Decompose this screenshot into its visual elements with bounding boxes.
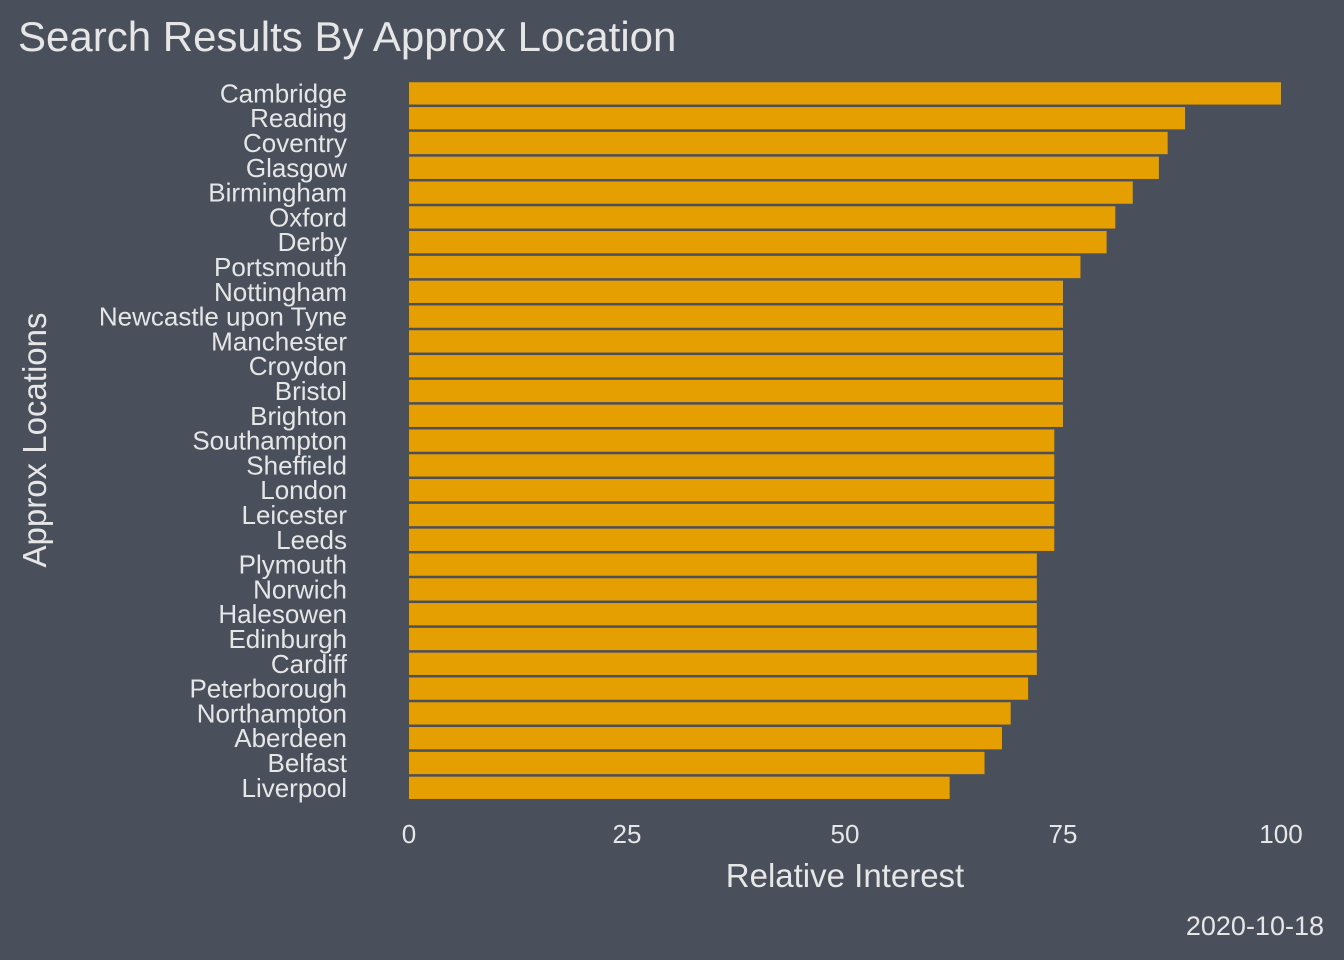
bar xyxy=(409,776,950,799)
y-tick-label: Oxford xyxy=(269,202,347,232)
y-tick-label: Leeds xyxy=(276,525,347,555)
chart-title: Search Results By Approx Location xyxy=(18,13,676,60)
bar xyxy=(409,107,1186,130)
bar xyxy=(409,454,1055,477)
bar xyxy=(409,751,985,775)
y-tick-label: Birmingham xyxy=(208,178,347,208)
y-tick-label: Nottingham xyxy=(214,277,347,307)
bar xyxy=(409,503,1055,527)
bar xyxy=(409,255,1081,279)
y-axis-label: Approx Locations xyxy=(16,313,53,568)
bar xyxy=(409,280,1063,303)
bar xyxy=(409,206,1116,229)
x-tick-label: 100 xyxy=(1259,819,1302,849)
x-tick-label: 50 xyxy=(831,819,860,849)
y-tick-label: Newcastle upon Tyne xyxy=(99,302,347,332)
bar xyxy=(409,702,1011,725)
y-tick-label: Portsmouth xyxy=(214,252,347,282)
x-tick-label: 75 xyxy=(1049,819,1078,849)
bar xyxy=(409,652,1037,675)
chart-caption: 2020-10-18 xyxy=(1186,911,1324,941)
bar xyxy=(409,231,1107,254)
y-tick-label: Belfast xyxy=(268,748,348,778)
bar xyxy=(409,330,1063,353)
bar xyxy=(409,156,1159,179)
bar xyxy=(409,578,1037,601)
bar xyxy=(409,355,1063,378)
bar xyxy=(409,479,1055,502)
bar xyxy=(409,181,1133,204)
y-tick-label: Derby xyxy=(278,227,347,257)
y-tick-label: Norwich xyxy=(253,574,347,604)
y-tick-label: Sheffield xyxy=(246,450,347,480)
y-tick-label: Halesowen xyxy=(218,599,347,629)
y-tick-label: Cardiff xyxy=(271,649,348,679)
y-tick-label: Manchester xyxy=(211,326,347,356)
y-tick-label: London xyxy=(260,475,347,505)
x-tick-label: 25 xyxy=(613,819,642,849)
y-tick-label: Liverpool xyxy=(241,773,347,803)
bar xyxy=(409,131,1168,155)
x-tick-labels: 0 25 50 75 100 xyxy=(402,819,1303,849)
bar xyxy=(409,603,1037,626)
y-tick-labels: CambridgeReadingCoventryGlasgowBirmingha… xyxy=(99,78,348,802)
bar xyxy=(409,727,1002,750)
y-tick-label: Brighton xyxy=(250,401,347,431)
y-tick-label: Croydon xyxy=(249,351,347,381)
bar xyxy=(409,305,1063,328)
y-tick-label: Reading xyxy=(250,103,347,133)
bar xyxy=(409,82,1281,105)
y-tick-label: Northampton xyxy=(197,698,347,728)
bar xyxy=(409,553,1037,576)
bar xyxy=(409,404,1063,427)
bars-group xyxy=(409,82,1281,799)
y-tick-label: Cambridge xyxy=(220,78,347,108)
y-tick-label: Southampton xyxy=(192,426,347,456)
x-axis-label: Relative Interest xyxy=(726,857,964,894)
y-tick-label: Bristol xyxy=(275,376,347,406)
y-tick-label: Glasgow xyxy=(246,153,347,183)
bar xyxy=(409,379,1063,403)
y-tick-label: Plymouth xyxy=(239,550,347,580)
y-tick-label: Leicester xyxy=(242,500,348,530)
bar xyxy=(409,677,1029,700)
y-tick-label: Edinburgh xyxy=(228,624,347,654)
bar xyxy=(409,528,1055,551)
y-tick-label: Peterborough xyxy=(189,674,347,704)
y-tick-label: Coventry xyxy=(243,128,347,158)
bar xyxy=(409,627,1037,651)
y-tick-label: Aberdeen xyxy=(234,723,347,753)
bar xyxy=(409,429,1055,452)
x-tick-label: 0 xyxy=(402,819,416,849)
